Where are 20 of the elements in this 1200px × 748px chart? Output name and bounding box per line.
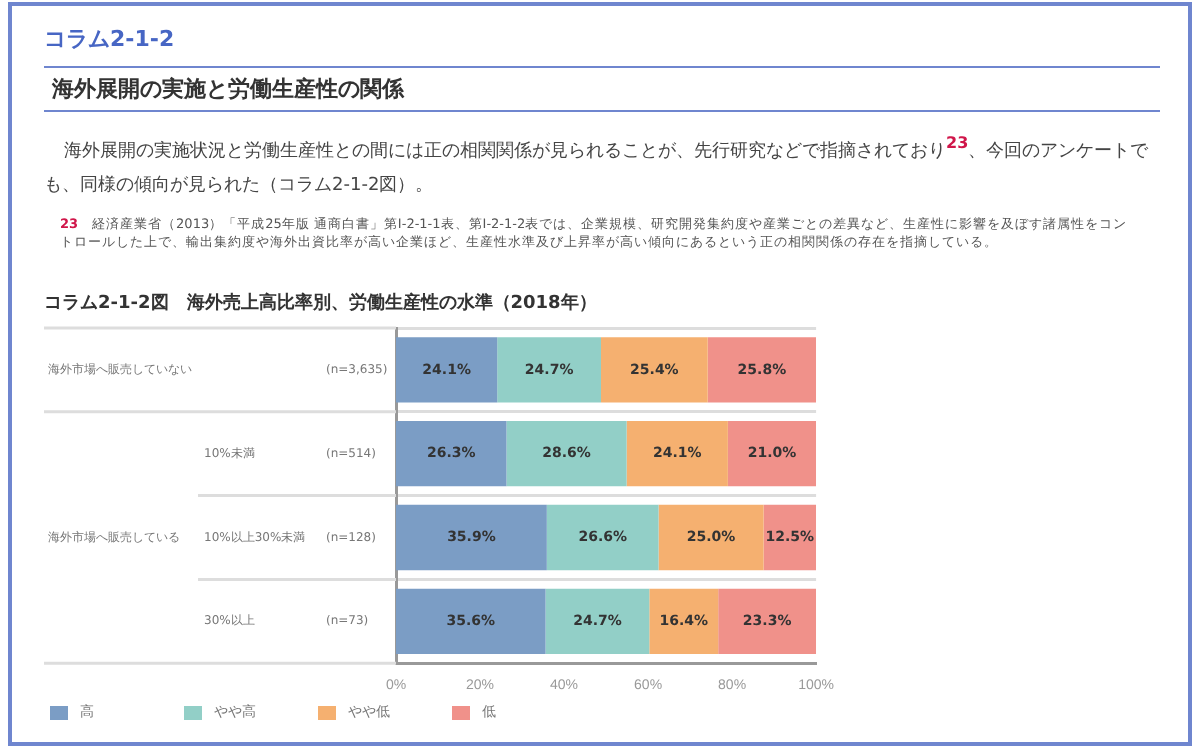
bar	[506, 421, 627, 487]
bar	[707, 337, 817, 403]
bar	[649, 588, 719, 654]
bar	[396, 588, 546, 654]
bar	[497, 337, 602, 403]
bar	[718, 588, 817, 654]
bar	[727, 421, 817, 487]
bar	[396, 504, 547, 571]
bar	[396, 421, 507, 487]
bar	[658, 504, 764, 571]
chart-title: コラム2-1-2図 海外売上高比率別、労働生産性の水準（2018年）	[44, 290, 597, 316]
bar	[601, 337, 708, 403]
bar	[545, 588, 650, 654]
bar	[626, 421, 728, 487]
bar	[396, 337, 498, 403]
bar	[763, 504, 817, 571]
bar	[546, 504, 659, 571]
text: コラム2-1-2	[44, 24, 175, 54]
text: 海外展開の実施と労働生産性の関係	[44, 66, 1160, 112]
text: 海外展開の実施状況と労働生産性との間には正の相関関係が見られることが、先行研究などで指摘されており$^{23}$、今回のアンケートでも、同様の傾向が見られた（コラム2-1-2図）。	[44, 134, 1149, 196]
